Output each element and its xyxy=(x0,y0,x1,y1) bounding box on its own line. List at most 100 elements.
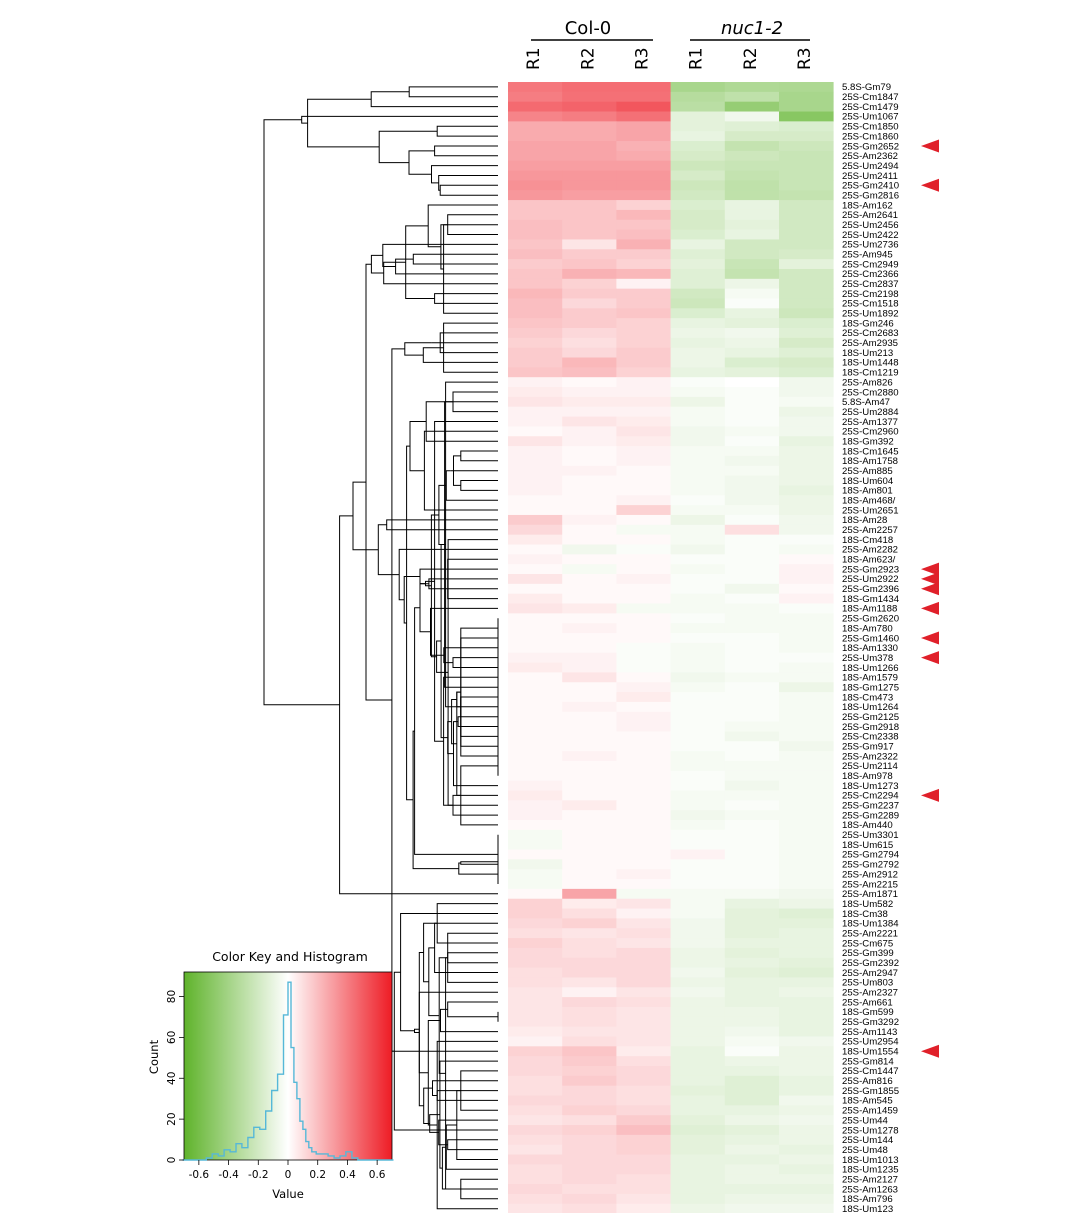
heatmap-cell xyxy=(616,1105,671,1116)
heatmap-cell xyxy=(508,623,563,634)
heatmap-cell xyxy=(508,1105,563,1116)
color-key-title: Color Key and Histogram xyxy=(212,949,368,964)
heatmap-cell xyxy=(779,446,834,457)
heatmap-cell xyxy=(670,475,726,486)
heatmap-cell xyxy=(616,623,671,634)
heatmap-cell xyxy=(670,859,726,870)
dendrogram-branch xyxy=(447,539,498,806)
heatmap-cell xyxy=(508,111,563,122)
heatmap-cell xyxy=(724,790,780,801)
heatmap-cell xyxy=(670,318,726,329)
heatmap-cell xyxy=(616,190,671,201)
heatmap-cell xyxy=(724,1203,780,1213)
row-label: 18S-Am1758 xyxy=(842,456,898,467)
row-label: 25S-Cm2880 xyxy=(842,387,899,398)
row-marker-arrow xyxy=(921,1044,939,1058)
key-y-tick-label: 0 xyxy=(166,1157,178,1164)
heatmap-cell xyxy=(508,957,563,968)
heatmap-cell xyxy=(779,357,834,368)
heatmap-cell xyxy=(724,682,780,693)
heatmap-cell xyxy=(508,888,563,900)
heatmap-cell xyxy=(508,1085,563,1096)
heatmap-cell xyxy=(616,751,671,762)
row-label: 18S-Gm1434 xyxy=(842,594,900,605)
heatmap-cell xyxy=(670,898,726,909)
heatmap-cell xyxy=(562,101,617,112)
heatmap-cell xyxy=(670,288,726,299)
heatmap-cell xyxy=(616,603,671,614)
heatmap-cell xyxy=(508,613,563,624)
row-label: 25S-Cm2338 xyxy=(842,732,899,743)
dendrogram-branch xyxy=(395,258,498,275)
heatmap-cell xyxy=(670,495,726,506)
heatmap-cell xyxy=(779,1016,834,1028)
heatmap-cell xyxy=(724,91,780,103)
row-label: 25S-Am2912 xyxy=(842,869,898,880)
heatmap-cell xyxy=(724,1174,780,1185)
heatmap-cell xyxy=(670,229,726,240)
heatmap-cell xyxy=(779,288,834,299)
heatmap-cell xyxy=(724,800,780,811)
heatmap-cell xyxy=(562,820,617,831)
heatmap-cell xyxy=(508,219,563,230)
heatmap-cell xyxy=(616,505,671,516)
row-marker-arrow xyxy=(921,562,939,576)
row-markers xyxy=(921,139,939,1058)
row-label: 25S-Cm2294 xyxy=(842,791,899,802)
heatmap-cell xyxy=(562,249,617,260)
heatmap-cell xyxy=(779,652,834,663)
heatmap-cell xyxy=(562,475,617,486)
heatmap-cell xyxy=(562,150,617,162)
heatmap-cell xyxy=(779,1115,834,1126)
heatmap-cell xyxy=(562,957,617,968)
dendrogram-branch xyxy=(427,204,498,248)
heatmap-cell xyxy=(616,849,671,860)
heatmap-cell xyxy=(508,1026,563,1037)
heatmap-cell xyxy=(779,170,834,181)
heatmap-cell xyxy=(670,908,726,919)
dendrogram-branch xyxy=(456,691,461,796)
row-marker-arrow xyxy=(921,651,939,665)
heatmap-cell xyxy=(562,692,617,703)
heatmap-cell xyxy=(562,377,617,388)
heatmap-cell xyxy=(508,396,563,408)
heatmap-cell xyxy=(616,957,671,968)
heatmap-cell xyxy=(508,288,563,299)
heatmap-cell xyxy=(508,1174,563,1185)
heatmap-cell xyxy=(562,839,617,850)
heatmap-cell xyxy=(724,141,780,152)
heatmap-cell xyxy=(670,357,726,368)
heatmap-cell xyxy=(724,1085,780,1096)
row-label: 25S-Um1892 xyxy=(842,309,899,320)
heatmap-cell xyxy=(562,209,617,221)
heatmap-cell xyxy=(616,997,671,1008)
heatmap-cell xyxy=(724,446,780,457)
heatmap-cell xyxy=(562,800,617,811)
heatmap-cell xyxy=(562,1066,617,1077)
heatmap-cell xyxy=(670,1085,726,1096)
row-label: 25S-Um378 xyxy=(842,653,893,664)
row-label: 25S-Gm2396 xyxy=(842,584,899,595)
heatmap-cell xyxy=(616,91,671,103)
heatmap-cell xyxy=(508,544,563,555)
heatmap-cell xyxy=(724,249,780,260)
heatmap-cell xyxy=(779,1066,834,1077)
heatmap-cell xyxy=(616,1193,671,1205)
heatmap-cell xyxy=(616,219,671,230)
heatmap-cell xyxy=(670,239,726,250)
heatmap-cell xyxy=(779,574,834,585)
heatmap-cell xyxy=(616,1095,671,1106)
heatmap-cell xyxy=(779,544,834,555)
heatmap-cell xyxy=(562,1174,617,1185)
heatmap-cell xyxy=(724,406,780,417)
heatmap-cell xyxy=(616,426,671,437)
row-label: 25S-Um44 xyxy=(842,1115,889,1126)
heatmap-cell xyxy=(562,131,617,142)
heatmap-cell xyxy=(616,800,671,811)
dendrogram-branch xyxy=(301,115,498,124)
heatmap-cell xyxy=(724,711,780,722)
heatmap-cell xyxy=(508,455,563,467)
heatmap-cell xyxy=(508,908,563,919)
row-label: 18S-Cm418 xyxy=(842,535,893,546)
heatmap-cell xyxy=(670,1075,726,1087)
